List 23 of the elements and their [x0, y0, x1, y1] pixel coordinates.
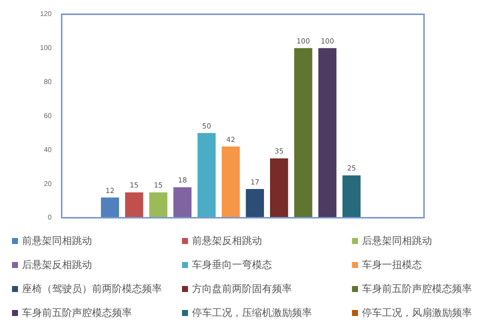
- legend-label: 后悬架同相跳动: [362, 234, 432, 248]
- legend-label: 车身垂向一弯模态: [192, 258, 272, 272]
- bar: [342, 175, 361, 218]
- bar: [100, 197, 120, 218]
- bar: [318, 48, 336, 218]
- bar: [294, 48, 312, 218]
- legend-label: 方向盘前两阶固有频率: [192, 282, 292, 296]
- bar: [222, 146, 240, 218]
- legend-label: 座椅（驾驶员）前两阶模态频率: [22, 282, 162, 296]
- bar: [173, 187, 192, 218]
- legend-label: 车身前五阶声腔模态频率: [362, 282, 472, 296]
- legend-label: 车身一扭模态: [362, 258, 422, 272]
- legend-label: 车身前五阶声腔模态频率: [22, 306, 132, 320]
- bar: [246, 188, 264, 218]
- bar: [270, 158, 288, 218]
- bar: [149, 192, 168, 218]
- legend-label: 停车工况，风扇激励频率: [362, 306, 472, 320]
- legend-label: 后悬架反相跳动: [22, 258, 92, 272]
- bar: [125, 192, 144, 218]
- bar: [198, 132, 216, 218]
- legend-label: 前悬架反相跳动: [192, 234, 262, 248]
- legend-label: 停车工况，压缩机激励频率: [192, 306, 312, 320]
- legend-label: 前悬架同相跳动: [22, 234, 92, 248]
